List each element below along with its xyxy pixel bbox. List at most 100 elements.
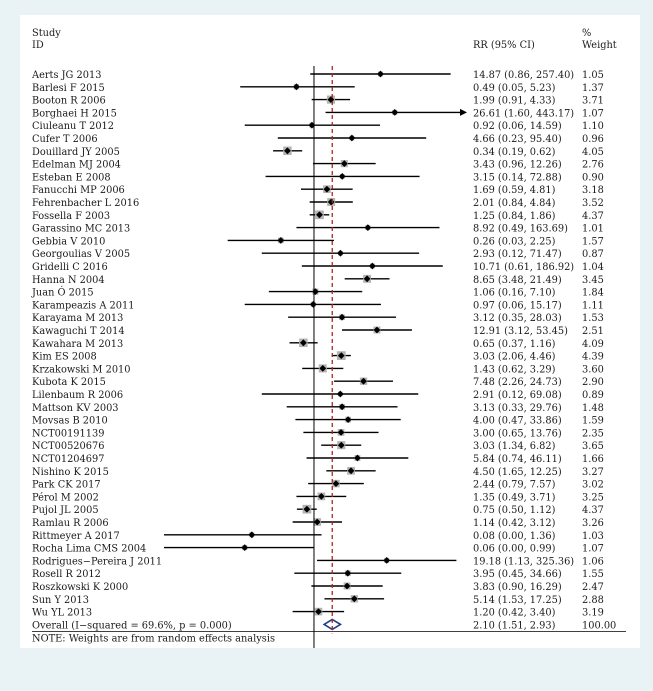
point-estimate xyxy=(344,416,352,423)
ci-text: 5.14 (1.53, 17.25) xyxy=(473,595,562,606)
study-label: Hanna N 2004 xyxy=(32,275,105,286)
weight-text: 1.10 xyxy=(582,121,604,132)
weight-text: 1.05 xyxy=(582,70,604,81)
study-label: Rodrigues−Pereira J 2011 xyxy=(32,556,162,567)
point-estimate xyxy=(313,518,321,526)
ci-text: 3.95 (0.45, 34.66) xyxy=(473,569,562,580)
point-estimate xyxy=(332,480,340,487)
study-label: Fossella F 2003 xyxy=(32,211,110,222)
study-label: Barlesi F 2015 xyxy=(32,83,105,94)
study-rows: Aerts JG 2013 14.87 (0.86, 257.40) 1.05 Bar… xyxy=(31,70,626,644)
ci-text: 7.48 (2.26, 24.73) xyxy=(473,377,562,388)
point-estimate xyxy=(277,237,285,244)
ci-text: 3.13 (0.33, 29.76) xyxy=(473,403,562,414)
study-label: Mattson KV 2003 xyxy=(32,403,119,414)
study-label: Nishino K 2015 xyxy=(32,467,109,478)
overall-label: Overall (I−squared = 69.6%, p = 0.000) xyxy=(32,620,232,631)
weight-text: 1.84 xyxy=(582,288,604,299)
study-row: Rocha Lima CMS 2004 0.06 (0.00, 0.99) 1.07 xyxy=(32,544,604,555)
ci-text: 2.93 (0.12, 71.47) xyxy=(473,249,562,260)
weight-text: 1.04 xyxy=(582,262,604,273)
study-row: NCT00520676 3.03 (1.34, 6.82) 3.65 xyxy=(32,441,604,452)
study-row: Park CK 2017 2.44 (0.79, 7.57) 3.02 xyxy=(32,480,604,491)
weight-text: 3.71 xyxy=(582,96,604,107)
overall-ci-text: 2.10 (1.51, 2.93) xyxy=(473,620,556,631)
point-estimate xyxy=(337,429,345,436)
study-label: Rosell R 2012 xyxy=(32,569,101,580)
header-weight: Weight xyxy=(582,40,617,51)
point-estimate xyxy=(248,531,256,539)
point-estimate xyxy=(309,301,317,308)
point-estimate xyxy=(347,467,355,475)
point-estimate xyxy=(337,441,345,449)
ci-text: 1.06 (0.16, 7.10) xyxy=(473,288,556,299)
study-row: Pujol JL 2005 0.75 (0.50, 1.12) 4.37 xyxy=(32,504,604,516)
ci-text: 3.15 (0.14, 72.88) xyxy=(473,172,562,183)
study-row: Gebbia V 2010 0.26 (0.03, 2.25) 1.57 xyxy=(32,236,604,247)
study-label: Fehrenbacher L 2016 xyxy=(32,198,139,209)
ci-text: 1.69 (0.59, 4.81) xyxy=(473,185,556,196)
study-label: Pérol M 2002 xyxy=(32,492,99,503)
weight-text: 2.35 xyxy=(582,428,604,439)
header-id: ID xyxy=(32,40,44,51)
ci-text: 1.43 (0.62, 3.29) xyxy=(473,364,556,375)
study-row: Fossella F 2003 1.25 (0.84, 1.86) 4.37 xyxy=(32,210,604,222)
ci-text: 3.83 (0.90, 16.29) xyxy=(473,582,562,593)
point-estimate xyxy=(360,377,367,385)
study-label: Karayama M 2013 xyxy=(32,313,123,324)
study-label: Booton R 2006 xyxy=(32,96,106,107)
header-estimate: RR (95% CI) xyxy=(473,40,535,51)
weight-text: 2.51 xyxy=(582,326,604,337)
study-row: Krzakowski M 2010 1.43 (0.62, 3.29) 3.60 xyxy=(32,364,604,375)
point-estimate xyxy=(354,454,361,462)
study-row: Rittmeyer A 2017 0.08 (0.00, 1.36) 1.03 xyxy=(32,531,604,542)
weight-text: 4.37 xyxy=(582,505,604,516)
ci-text: 3.03 (1.34, 6.82) xyxy=(473,441,556,452)
study-row: Roszkowski K 2000 3.83 (0.90, 16.29) 2.47 xyxy=(32,582,604,593)
header-weight-percent: % xyxy=(582,28,591,39)
study-row: Karayama M 2013 3.12 (0.35, 28.03) 1.53 xyxy=(32,313,604,324)
study-label: Georgoulias V 2005 xyxy=(32,249,130,260)
weight-text: 2.76 xyxy=(582,160,604,171)
weight-text: 1.06 xyxy=(582,556,604,567)
study-row: Esteban E 2008 3.15 (0.14, 72.88) 0.90 xyxy=(32,172,604,183)
weight-text: 1.59 xyxy=(582,416,604,427)
ci-text: 3.43 (0.96, 12.26) xyxy=(473,160,562,171)
ci-text: 10.71 (0.61, 186.92) xyxy=(473,262,574,273)
study-row: Hanna N 2004 8.65 (3.48, 21.49) 3.45 xyxy=(32,275,604,286)
point-estimate xyxy=(350,595,358,603)
weight-text: 2.88 xyxy=(582,595,604,606)
ci-text: 4.50 (1.65, 12.25) xyxy=(473,467,562,478)
weights-note: NOTE: Weights are from random effects an… xyxy=(32,633,275,644)
weight-text: 1.11 xyxy=(582,300,604,311)
weight-text: 3.02 xyxy=(582,480,604,491)
study-row: Movsas B 2010 4.00 (0.47, 33.86) 1.59 xyxy=(32,416,604,427)
study-label: Rocha Lima CMS 2004 xyxy=(32,544,146,555)
weight-text: 0.90 xyxy=(582,172,604,183)
weight-text: 3.65 xyxy=(582,441,604,452)
weight-text: 3.18 xyxy=(582,185,604,196)
weight-text: 4.37 xyxy=(582,211,604,222)
header-study: Study xyxy=(32,28,61,39)
ci-text: 1.14 (0.42, 3.12) xyxy=(473,518,556,529)
overall-row: Overall (I−squared = 69.6%, p = 0.000) 2.… xyxy=(32,618,616,631)
study-row: Juan Ó 2015 1.06 (0.16, 7.10) 1.84 xyxy=(31,287,604,299)
point-estimate xyxy=(337,249,344,257)
study-row: Booton R 2006 1.99 (0.91, 4.33) 3.71 xyxy=(32,95,604,107)
study-row: Kim ES 2008 3.03 (2.06, 4.46) 4.39 xyxy=(32,351,604,363)
study-label: Ciuleanu T 2012 xyxy=(32,121,114,132)
study-label: Borghaei H 2015 xyxy=(32,108,117,119)
ci-text: 8.92 (0.49, 163.69) xyxy=(473,224,568,235)
weight-text: 2.90 xyxy=(582,377,604,388)
study-row: Edelman MJ 2004 3.43 (0.96, 12.26) 2.76 xyxy=(32,160,604,171)
study-label: Kawahara M 2013 xyxy=(32,339,123,350)
study-label: Cufer T 2006 xyxy=(32,134,98,145)
weight-text: 1.55 xyxy=(582,569,604,580)
weight-text: 1.37 xyxy=(582,83,604,94)
study-row: Pérol M 2002 1.35 (0.49, 3.71) 3.25 xyxy=(32,492,604,503)
study-row: NCT01204697 5.84 (0.74, 46.11) 1.66 xyxy=(32,454,604,465)
point-estimate xyxy=(368,262,376,270)
point-estimate xyxy=(315,608,322,615)
study-label: Krzakowski M 2010 xyxy=(32,364,131,375)
ci-text: 26.61 (1.60, 443.17) xyxy=(473,108,574,119)
